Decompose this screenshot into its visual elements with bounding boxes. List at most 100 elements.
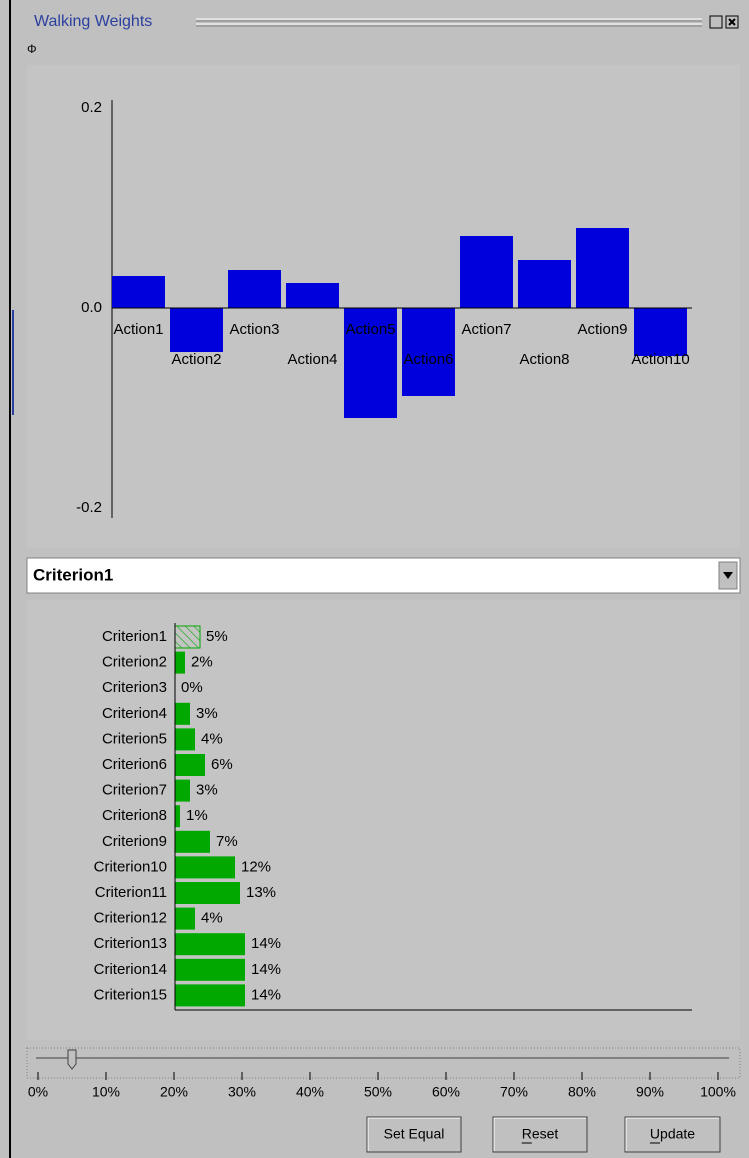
button-label: Update xyxy=(650,1126,695,1142)
y-tick-label: Criterion6 xyxy=(102,756,167,773)
x-tick-label: Action5 xyxy=(345,321,395,338)
value-label: 6% xyxy=(211,756,233,773)
window-title: Walking Weights xyxy=(34,13,152,30)
x-tick-label: Action8 xyxy=(519,351,569,368)
button[interactable] xyxy=(624,1116,721,1153)
bar xyxy=(286,283,339,308)
bar xyxy=(175,882,240,904)
x-tick-label: Action10 xyxy=(631,351,689,368)
bar xyxy=(175,728,195,751)
slider-tick-label: 0% xyxy=(28,1084,48,1100)
bar xyxy=(228,270,281,308)
close-icon xyxy=(728,18,736,26)
bar xyxy=(175,651,185,674)
y-tick-label: Criterion2 xyxy=(102,654,167,671)
value-label: 2% xyxy=(191,654,213,671)
bottom-chart-panel xyxy=(27,600,740,1040)
button[interactable] xyxy=(492,1116,588,1153)
bar xyxy=(175,984,245,1007)
x-tick-label: Action9 xyxy=(577,321,627,338)
value-label: 5% xyxy=(206,628,228,645)
bar xyxy=(112,276,165,308)
y-tick-label: -0.2 xyxy=(76,499,102,516)
button-label: Reset xyxy=(522,1126,559,1142)
slider-tick-label: 80% xyxy=(568,1084,596,1100)
maximize-button[interactable] xyxy=(709,15,723,29)
bar xyxy=(518,260,571,308)
value-label: 14% xyxy=(251,935,281,952)
dropdown-text: Criterion1 xyxy=(33,565,113,584)
x-tick-label: Action2 xyxy=(171,351,221,368)
slider-thumb[interactable] xyxy=(67,1049,77,1070)
bar xyxy=(175,779,190,802)
slider-tick-label: 50% xyxy=(364,1084,392,1100)
bar xyxy=(170,308,223,352)
slider-frame xyxy=(26,1047,741,1079)
y-tick-label: Criterion3 xyxy=(102,679,167,696)
slider-tick-label: 40% xyxy=(296,1084,324,1100)
pin-icon: Φ xyxy=(27,42,37,56)
title-grip xyxy=(196,18,702,27)
bar xyxy=(460,236,513,308)
y-tick-label: Criterion15 xyxy=(94,986,167,1003)
bar xyxy=(344,308,397,418)
button-highlight xyxy=(367,1117,460,1151)
value-label: 3% xyxy=(196,705,218,722)
y-tick-label: Criterion4 xyxy=(102,705,167,722)
y-tick-label: Criterion9 xyxy=(102,833,167,850)
x-tick-label: Action6 xyxy=(403,351,453,368)
slider-tick-label: 70% xyxy=(500,1084,528,1100)
x-tick-label: Action7 xyxy=(461,321,511,338)
value-label: 1% xyxy=(186,807,208,824)
x-tick-label: Action3 xyxy=(229,321,279,338)
button-highlight xyxy=(625,1117,719,1151)
dropdown[interactable] xyxy=(26,557,741,594)
bar xyxy=(175,805,180,828)
bar xyxy=(175,702,190,725)
button[interactable] xyxy=(366,1116,462,1153)
slider-tick-label: 10% xyxy=(92,1084,120,1100)
value-label: 4% xyxy=(201,730,223,747)
value-label: 12% xyxy=(241,858,271,875)
y-tick-label: Criterion7 xyxy=(102,782,167,799)
y-tick-label: Criterion11 xyxy=(95,884,167,901)
bar xyxy=(634,308,687,356)
y-tick-label: 0.0 xyxy=(81,299,102,316)
x-tick-label: Action4 xyxy=(287,351,337,368)
slider-tick-label: 30% xyxy=(228,1084,256,1100)
y-tick-label: Criterion10 xyxy=(94,858,167,875)
button-highlight xyxy=(493,1117,586,1151)
y-tick-label: 0.2 xyxy=(81,99,102,116)
value-label: 7% xyxy=(216,833,238,850)
y-tick-label: Criterion8 xyxy=(102,807,167,824)
bar xyxy=(175,830,210,853)
slider-tick-label: 60% xyxy=(432,1084,460,1100)
slider-tick-label: 90% xyxy=(636,1084,664,1100)
value-label: 14% xyxy=(251,986,281,1003)
y-tick-label: Criterion12 xyxy=(94,910,167,927)
value-label: 14% xyxy=(251,961,281,978)
bar xyxy=(174,625,201,649)
value-label: 13% xyxy=(246,884,276,901)
bar xyxy=(175,907,195,930)
y-tick-label: Criterion5 xyxy=(102,730,167,747)
value-label: 4% xyxy=(201,910,223,927)
y-tick-label: Criterion13 xyxy=(94,935,167,952)
x-tick-label: Action1 xyxy=(113,321,163,338)
button-label: Set Equal xyxy=(384,1126,445,1142)
slider-tick-label: 20% xyxy=(160,1084,188,1100)
value-label: 3% xyxy=(196,782,218,799)
bar xyxy=(175,856,235,879)
dropdown-arrow xyxy=(723,572,733,579)
y-tick-label: Criterion1 xyxy=(102,628,167,645)
bar xyxy=(402,308,455,396)
bar xyxy=(576,228,629,308)
bar xyxy=(175,958,245,981)
bar xyxy=(175,933,245,956)
bar xyxy=(175,754,205,776)
slider-tick-label: 100% xyxy=(700,1084,736,1100)
y-tick-label: Criterion14 xyxy=(94,961,167,978)
value-label: 0% xyxy=(181,679,203,696)
